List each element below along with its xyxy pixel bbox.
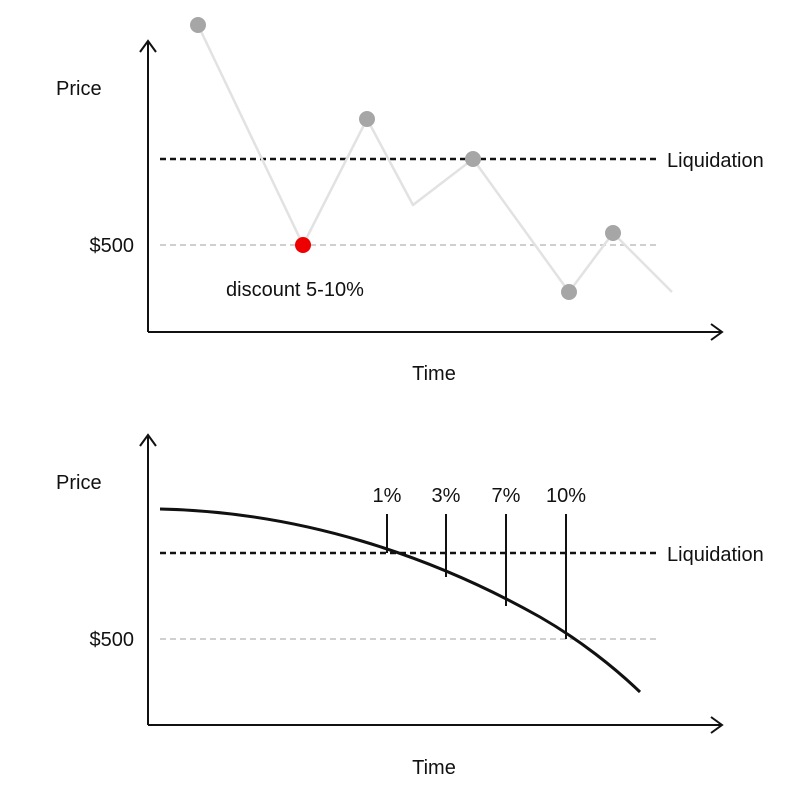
discount-step-4: 10% [546,485,586,639]
discount-annotation: discount 5-10% [226,279,364,301]
top-panel: Price Time Liquidation $500 discount 5-1… [56,17,764,385]
top-x-axis-label: Time [412,363,456,385]
top-liquidation-label: Liquidation [667,150,764,172]
bottom-panel: Price Time Liquidation $500 1% 3% 7% 10% [56,433,764,779]
discount-step-1: 1% [373,485,402,553]
price-decline-curve [159,507,642,694]
top-y-axis-label: Price [56,78,102,100]
discount-step-2: 3% [432,485,461,577]
price-path-line [196,24,673,294]
price-point-marker [465,151,481,167]
discount-step-3: 7% [492,485,521,606]
top-y-axis [139,39,157,332]
top-500-label: $500 [90,235,135,257]
discount-step-label: 10% [546,485,586,507]
top-x-axis [148,323,724,341]
bottom-500-label: $500 [90,629,135,651]
price-point-marker [605,225,621,241]
liquidation-trigger-marker [295,237,311,253]
bottom-y-axis [139,433,157,725]
bottom-y-axis-label: Price [56,472,102,494]
price-point-marker [561,284,577,300]
discount-step-label: 7% [492,485,521,507]
bottom-x-axis [148,716,724,734]
bottom-liquidation-label: Liquidation [667,544,764,566]
discount-step-label: 3% [432,485,461,507]
discount-step-label: 1% [373,485,402,507]
price-point-marker [359,111,375,127]
price-point-marker [190,17,206,33]
bottom-x-axis-label: Time [412,757,456,779]
